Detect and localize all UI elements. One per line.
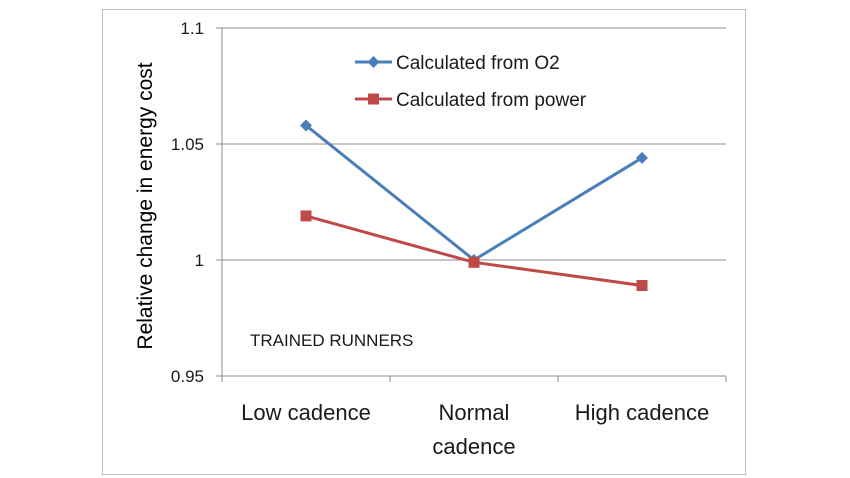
y-tick-label: 0.95 <box>171 367 204 386</box>
chart-frame <box>102 9 746 475</box>
y-tick-label: 1.1 <box>180 19 204 38</box>
data-point <box>636 151 648 164</box>
legend-entry: Calculated from power <box>396 90 587 111</box>
chart-annotation: TRAINED RUNNERS <box>250 331 413 350</box>
series-line <box>305 214 643 288</box>
data-point <box>368 93 379 105</box>
y-tick-label: 1 <box>195 251 204 270</box>
x-category-label: High cadence <box>575 400 710 425</box>
x-category-label: cadence <box>432 434 515 459</box>
y-tick-label: 1.05 <box>171 135 204 154</box>
data-point <box>300 210 312 222</box>
markers <box>300 119 648 292</box>
labels: 0.95 1 1.05 1.1 Low cadence Normal cadence High… <box>134 19 709 459</box>
data-point <box>468 256 480 268</box>
legend: Calculated from O2 Calculated from power <box>355 53 587 111</box>
x-category-label: Normal <box>439 400 510 425</box>
series-line <box>305 124 643 262</box>
data-point <box>300 119 312 132</box>
axes <box>216 27 727 382</box>
data-point <box>636 280 648 292</box>
y-axis-title: Relative change in energy cost <box>134 62 157 349</box>
x-category-label: Low cadence <box>241 400 371 425</box>
data-point <box>367 56 380 68</box>
legend-entry: Calculated from O2 <box>396 53 560 74</box>
